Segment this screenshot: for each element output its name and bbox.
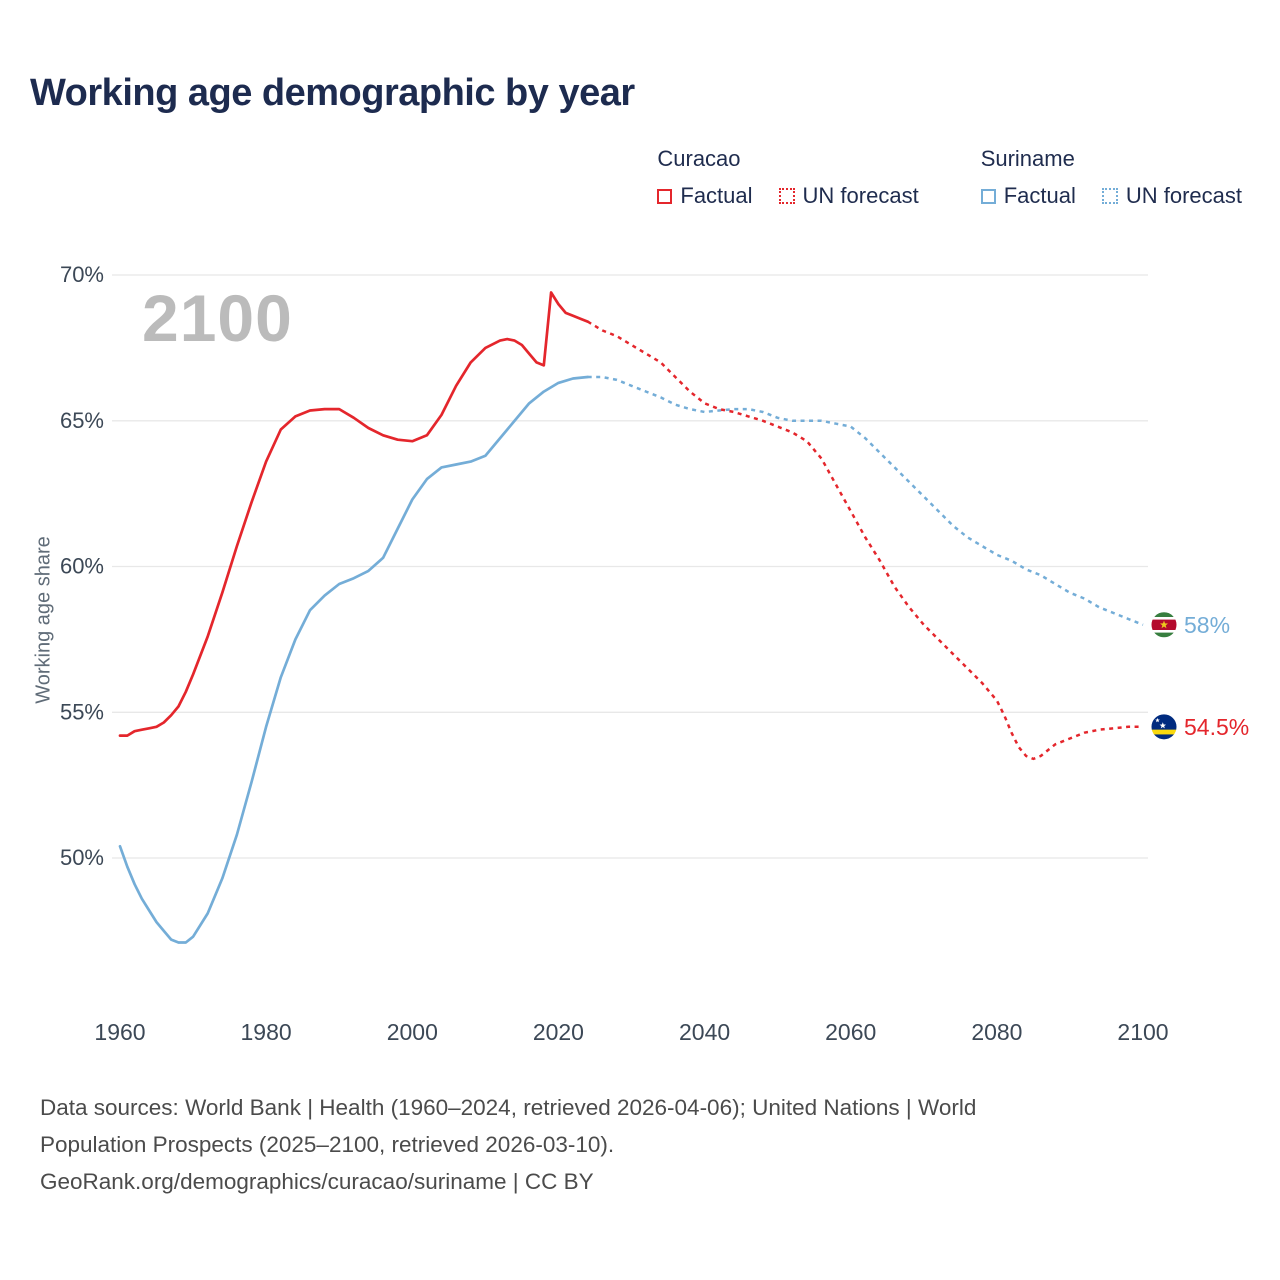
x-tick-label: 2000 [387,1019,438,1045]
suriname-end-value-label: 58% [1184,612,1230,638]
legend-group-suriname: Suriname Factual UN forecast [980,146,1242,209]
legend-item-suriname-forecast: UN forecast [1101,183,1242,209]
curacao-flag-icon [1150,713,1178,741]
x-tick-label: 1980 [241,1019,292,1045]
suriname-flag-icon [1150,611,1178,639]
x-tick-label: 2060 [825,1019,876,1045]
legend-item-curacao-forecast: UN forecast [778,183,919,209]
legend-country-label-curacao: Curacao [657,146,741,171]
suriname-forecast-line [587,375,1144,626]
x-tick-label: 2100 [1117,1019,1168,1045]
suriname-factual-line [118,375,590,944]
y-tick-label: 70% [60,262,104,287]
legend-item-suriname-factual: Factual [980,183,1076,209]
y-axis-title: Working age share [32,536,55,704]
suriname-forecast-swatch-icon [1101,188,1118,204]
curacao-forecast-swatch-icon [778,188,795,204]
y-tick-label: 60% [60,554,104,579]
legend-items-suriname: Factual UN forecast [980,183,1242,209]
y-tick-label: 55% [60,699,104,724]
footer-line-1: Data sources: World Bank | Health (1960–… [40,1095,977,1120]
curacao-forecast-line [587,320,1143,761]
curacao-factual-swatch-icon [657,188,673,204]
chart-title: Working age demographic by year [30,72,635,114]
legend-group-curacao: Curacao Factual UN forecast [657,146,919,209]
x-tick-label: 2020 [533,1019,584,1045]
footer: Data sources: World Bank | Health (1960–… [40,1089,976,1200]
x-tick-label: 1960 [94,1019,145,1045]
y-tick-label: 65% [60,408,104,433]
legend-item-curacao-factual: Factual [657,183,753,209]
legend-item-label: UN forecast [1125,183,1242,208]
x-tick-label: 2080 [971,1019,1022,1045]
legend-items-curacao: Factual UN forecast [657,183,919,209]
legend: Curacao Factual UN forecast Suriname Fac… [657,146,1242,209]
footer-attribution: GeoRank.org/demographics/curacao/surinam… [40,1169,594,1194]
x-tick-label: 2040 [679,1019,730,1045]
hover-year-watermark: 2100 [142,281,293,355]
footer-line-2: Population Prospects (2025–2100, retriev… [40,1132,615,1157]
y-tick-label: 50% [60,845,104,870]
suriname-factual-swatch-icon [980,188,996,204]
legend-country-label-suriname: Suriname [980,146,1075,171]
curacao-end-value-label: 54.5% [1184,714,1249,740]
curacao-factual-line [118,291,590,737]
legend-item-label: UN forecast [802,183,919,208]
legend-item-label: Factual [1003,183,1076,208]
legend-item-label: Factual [680,183,753,208]
